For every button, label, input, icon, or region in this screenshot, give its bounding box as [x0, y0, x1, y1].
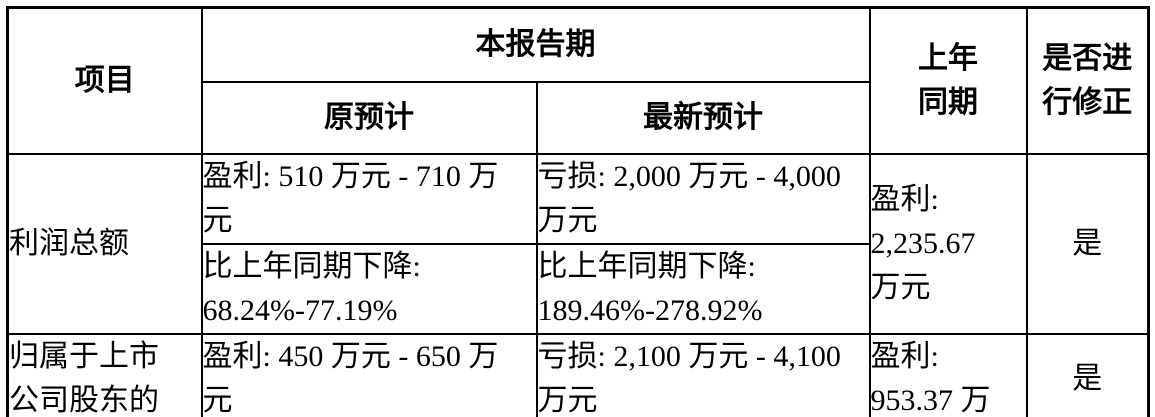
cell-total-profit-prior-year: 盈利: 2,235.67 万元: [868, 152, 1028, 335]
cell-net-profit-prior-year: 盈利: 953.37 万: [868, 332, 1028, 417]
cell-net-profit-revised: 是: [1025, 332, 1150, 417]
cell-net-profit-latest-amount: 亏损: 2,100 万元 - 4,100 万元: [535, 332, 871, 417]
header-original-estimate: 原预计: [200, 80, 538, 155]
cell-net-profit-original-amount: 盈利: 450 万元 - 650 万 元: [200, 332, 538, 417]
cell-total-profit-latest-amount: 亏损: 2,000 万元 - 4,000 万元: [535, 152, 871, 245]
header-current-period: 本报告期: [200, 6, 871, 83]
header-prior-year-same-period: 上年 同期: [868, 6, 1028, 155]
cell-item-total-profit: 利润总额: [6, 152, 203, 335]
header-item: 项目: [6, 6, 203, 155]
table-row: 比上年同期下降: 68.24%-77.19% 比上年同期下降: 189.46%-…: [8, 242, 1149, 335]
cell-total-profit-original-change: 比上年同期下降: 68.24%-77.19%: [200, 242, 538, 335]
header-is-revised: 是否进 行修正: [1025, 6, 1150, 155]
header-latest-estimate: 最新预计: [535, 80, 871, 155]
cell-total-profit-original-amount: 盈利: 510 万元 - 710 万 元: [200, 152, 538, 245]
table-row: 利润总额 盈利: 510 万元 - 710 万 元 亏损: 2,000 万元 -…: [6, 152, 1150, 335]
table-row: 归属于上市 公司股东的 盈利: 450 万元 - 650 万 元 亏损: 2,1…: [6, 332, 1150, 417]
earnings-forecast-table: 项目 本报告期 上年 同期 是否进 行修正 原预计 最新预计 利润总额 盈利: …: [6, 6, 1150, 417]
cell-total-profit-latest-change: 比上年同期下降: 189.46%-278.92%: [535, 242, 871, 335]
cell-item-net-profit-attributable: 归属于上市 公司股东的: [6, 332, 203, 417]
cell-total-profit-revised: 是: [1025, 152, 1150, 335]
